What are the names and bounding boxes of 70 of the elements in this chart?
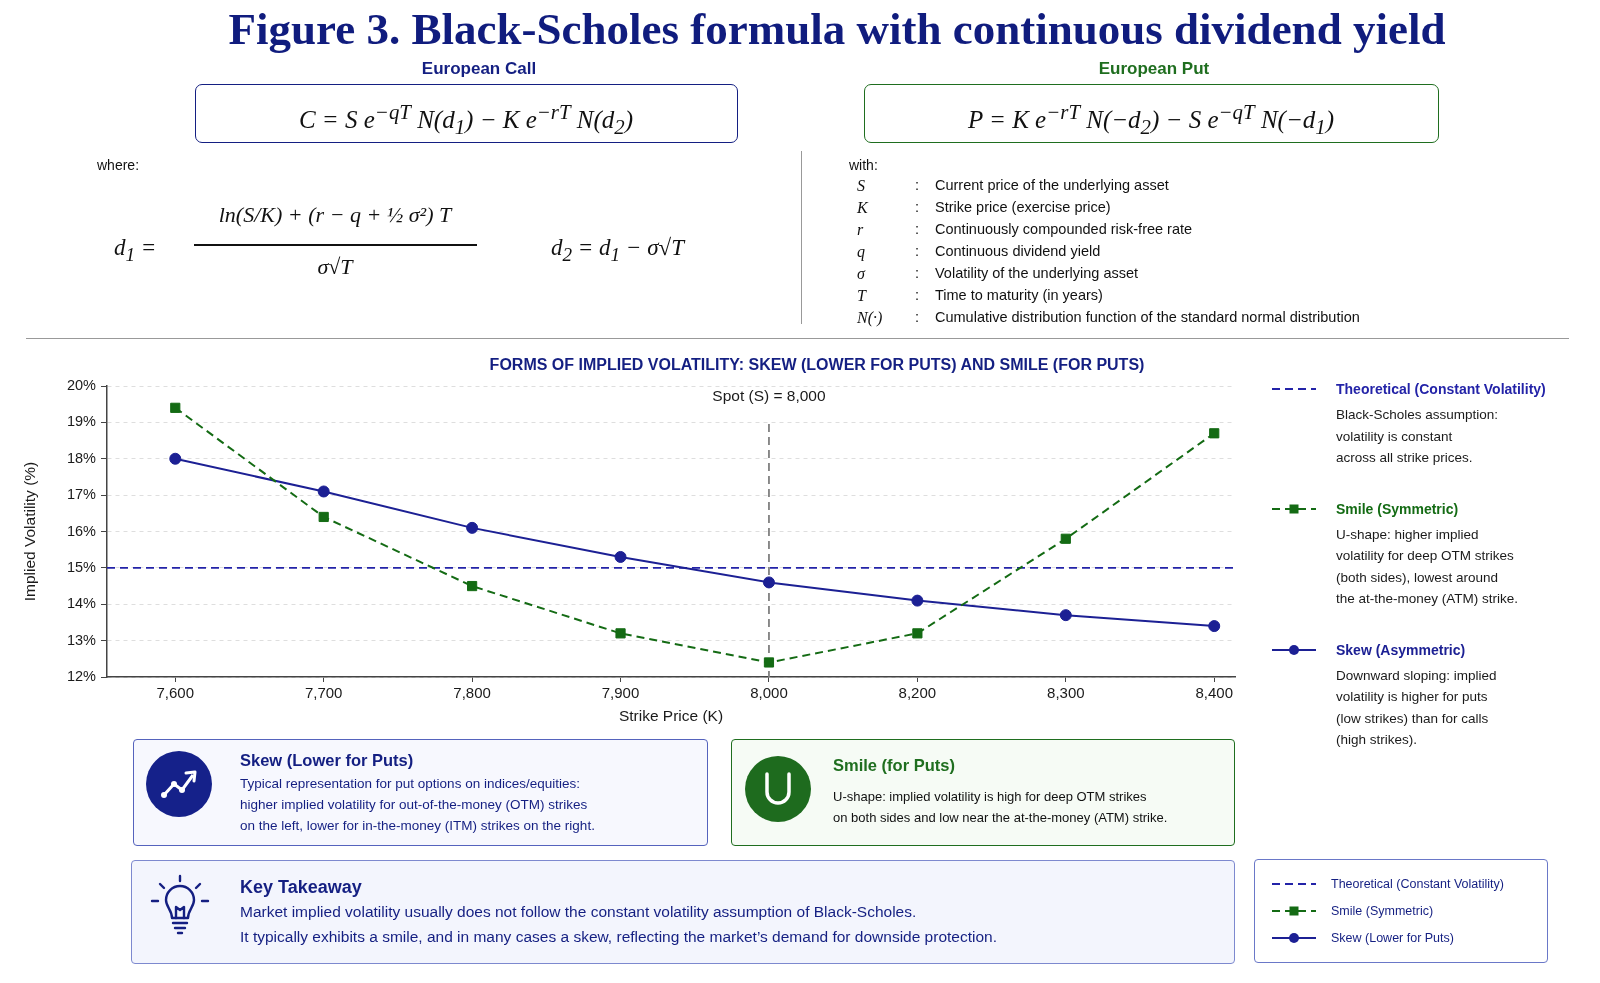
text: Key Takeaway (240, 876, 362, 898)
x-tick-label: 7,700 (304, 684, 343, 702)
x-tick-label: 8,000 (750, 684, 788, 702)
y-axis-title: Implied Volatility (%) (20, 461, 38, 602)
point (912, 628, 923, 639)
text: K : Strike price (exercise price) (857, 199, 1111, 216)
y-tick-label: 19% (66, 413, 97, 430)
text: ln(S/K) + (r − q + ½ σ²) T (218, 201, 452, 228)
text: with: (849, 156, 878, 174)
legend-label: Skew (Asymmetric) (1336, 640, 1466, 660)
y-tick-label: 17% (66, 486, 97, 503)
x-axis-title: Strike Price (K) (618, 706, 724, 724)
y-tick-label: 20% (66, 377, 97, 393)
text: d$_{1}$ = (114, 234, 157, 267)
text: European Call (421, 59, 537, 79)
text: Typical representation for put options on indices/equities: higher implied volatility for out-of-the-money (OTM) strikes on the left, lower for in-the-money (ITM) strikes on the right. (240, 775, 595, 835)
point (170, 402, 181, 413)
x-tick-label: 8,200 (898, 684, 937, 702)
text: Market implied volatility usually does not follow the constant volatility assumption of Black-Scholes. It typically exhibits a smile, and in many cases a skew, reflecting the market’s demand for downside protection. (240, 902, 997, 947)
text: q : Continuous dividend yield (857, 243, 1101, 260)
point (1060, 533, 1071, 544)
chart-subtitle: FORMS OF IMPLIED VOLATILITY: SKEW (LOWER FOR PUTS) AND SMILE (FOR PUTS) (489, 355, 1145, 375)
text: S : Current price of the underlying asset (857, 177, 1169, 194)
text: Smile (Symmetric) (1331, 903, 1434, 919)
y-tick-label: 13% (66, 631, 97, 648)
text: European Put (1098, 59, 1210, 79)
text: σ : Volatility of the underlying asset (857, 265, 1139, 282)
point (1059, 609, 1072, 622)
point (762, 576, 775, 589)
point (1209, 428, 1220, 439)
text: U-shape: implied volatility is high for deep OTM strikes on both sides and low near the at-the-money (ATM) strike. (833, 788, 1168, 827)
y-tick-label: 14% (66, 595, 97, 612)
text: Black-Scholes assumption: volatility is constant across all strike prices. (1336, 406, 1500, 467)
text: σ√T (317, 253, 353, 280)
x-tick-label: 8,300 (1047, 684, 1085, 702)
text: Skew (Lower for Puts) (240, 750, 414, 770)
point (1208, 620, 1221, 633)
x-tick-label: 7,600 (156, 684, 195, 702)
y-tick-label: 15% (66, 558, 97, 575)
text: N(·) : Cumulative distribution function of the standard normal distribution (857, 309, 1360, 326)
point (467, 580, 478, 592)
text: P = K e$^{−rT}$ N(−d$_{2}$) − S e$^{−qT}$ N(−d$_{1}$) (968, 100, 1334, 140)
point (763, 657, 775, 668)
y-tick-label: 16% (66, 522, 97, 539)
point (318, 511, 329, 523)
text: U-shape: higher implied volatility for deep OTM strikes (both sides), lowest around the at-the-money (ATM) strike. (1336, 525, 1520, 608)
text: where: (97, 156, 140, 174)
text: Theoretical (Constant Volatility) (1331, 876, 1504, 892)
text: C = S e$^{−qT}$ N(d$_{1}$) − K e$^{−rT}$ N(d$_{2}$) (298, 100, 634, 140)
y-tick-label: 18% (66, 449, 97, 466)
y-tick-label: 12% (66, 668, 97, 684)
text: r : Continuously compounded risk-free rate (857, 221, 1193, 238)
text: d$_{2}$ = d$_{1}$ − σ√T (551, 234, 684, 267)
point (911, 594, 924, 607)
point (317, 485, 330, 498)
x-tick-label: 8,400 (1195, 684, 1233, 702)
text: Skew (Lower for Puts) (1331, 930, 1454, 946)
text: Downward sloping: implied volatility is higher for puts (low strikes) than for calls (high strikes). (1336, 666, 1498, 749)
point (169, 452, 182, 465)
text: Smile (for Puts) (833, 755, 955, 775)
legend-label: Smile (Symmetric) (1336, 499, 1459, 519)
legend-label: Theoretical (Constant Volatility) (1336, 380, 1546, 399)
text: T : Time to maturity (in years) (857, 287, 1103, 304)
point (614, 550, 627, 563)
ref-line-label: Spot (S) = 8,000 (712, 387, 826, 405)
point (615, 628, 626, 639)
x-tick-label: 7,800 (453, 684, 491, 702)
x-tick-label: 7,900 (601, 684, 640, 702)
point (466, 521, 479, 534)
chart-title: Figure 3. Black-Scholes formula with continuous dividend yield (228, 3, 1446, 55)
